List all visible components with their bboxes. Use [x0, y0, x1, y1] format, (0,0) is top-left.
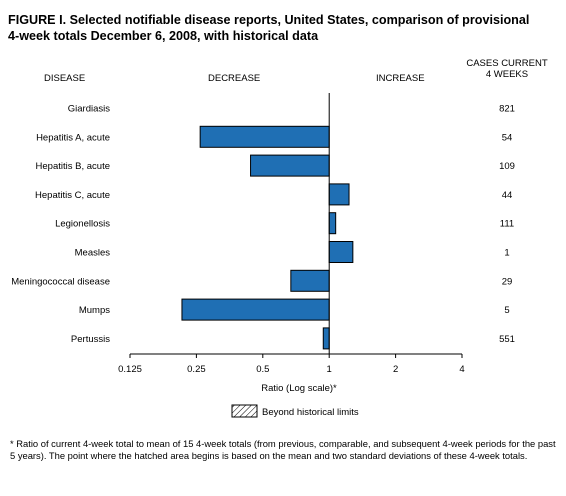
x-axis-group: 0.125 0.25 0.5 1 2 4 Ratio (Log scale)* [118, 353, 465, 394]
x-tick-label-4: 4 [459, 364, 464, 375]
category-label-measles: Measles [75, 248, 111, 259]
x-tick-label-0-5: 0.5 [256, 364, 269, 375]
bar-measles [328, 241, 354, 263]
bar-hepatitis-a-acute [199, 125, 330, 148]
case-count-giardiasis: 821 [499, 104, 515, 115]
bar-meningococcal-disease [290, 269, 330, 292]
legend-group: Beyond historical limits [231, 404, 359, 418]
case-count-hepatitis-a-acute: 54 [502, 132, 513, 143]
category-label-hepatitis-c-acute: Hepatitis C, acute [35, 190, 110, 201]
case-count-mumps: 5 [504, 305, 509, 316]
case-count-hepatitis-c-acute: 44 [502, 190, 513, 201]
bar-pertussis [322, 327, 330, 350]
title-line-1: FIGURE I. Selected notifiable disease re… [8, 13, 530, 27]
category-label-hepatitis-b-acute: Hepatitis B, acute [36, 161, 110, 172]
x-tick-label-1: 1 [327, 364, 332, 375]
category-label-legionellosis: Legionellosis [55, 219, 110, 230]
bar-legionellosis [328, 212, 337, 235]
case-count-hepatitis-b-acute: 109 [499, 161, 515, 172]
legend-hatch-swatch [231, 404, 258, 418]
category-label-mumps: Mumps [79, 305, 110, 316]
category-label-giardiasis: Giardiasis [68, 104, 110, 115]
x-tick-label-0-125: 0.125 [118, 364, 142, 375]
case-count-meningococcal-disease: 29 [502, 276, 513, 287]
decrease-header: DECREASE [208, 73, 261, 84]
category-label-meningococcal-disease: Meningococcal disease [11, 276, 110, 287]
x-axis-label: Ratio (Log scale)* [261, 383, 337, 394]
cases-header: CASES CURRENT 4 WEEKS [462, 58, 552, 80]
bar-hepatitis-b-acute [250, 154, 330, 177]
disease-header: DISEASE [44, 73, 86, 84]
increase-header: INCREASE [376, 73, 425, 84]
x-tick-label-2: 2 [393, 364, 398, 375]
case-count-measles: 1 [504, 248, 509, 259]
title-line-2: 4-week totals December 6, 2008, with his… [8, 29, 319, 43]
bar-mumps [181, 298, 330, 321]
figure-title: FIGURE I. Selected notifiable disease re… [8, 12, 558, 44]
case-count-legionellosis: 111 [500, 219, 514, 230]
cases-header-line-1: CASES CURRENT [466, 58, 548, 69]
category-labels-group: Giardiasis Hepatitis A, acute Hepatitis B,… [11, 104, 110, 345]
cases-header-line-2: 4 WEEKS [485, 69, 529, 80]
category-label-hepatitis-a-acute: Hepatitis A, acute [36, 132, 110, 143]
case-count-pertussis: 551 [499, 334, 515, 345]
x-tick-label-0-25: 0.25 [187, 364, 206, 375]
category-label-pertussis: Pertussis [71, 334, 110, 345]
footnote: * Ratio of current 4-week total to mean … [10, 438, 556, 461]
bar-hepatitis-c-acute [328, 183, 350, 206]
legend-label: Beyond historical limits [262, 407, 359, 418]
bars-group [181, 93, 354, 354]
